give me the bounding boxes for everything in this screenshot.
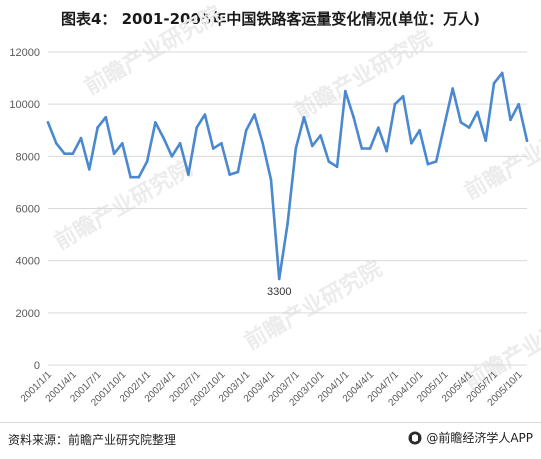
annotation-layer: 3300 [267,286,291,298]
data-point-55 [500,71,504,75]
data-point-23 [236,170,240,174]
data-point-1 [54,141,58,145]
grid-lines [48,51,527,366]
data-point-32 [310,144,314,148]
y-tick-label-2: 4000 [16,256,40,268]
y-tick-label-3: 6000 [16,204,40,216]
y-axis: 0 2000 4000 6000 8000 10000 12000 [9,47,40,372]
brand-text: @前瞻经济学人APP [426,431,533,445]
data-point-14 [162,136,165,140]
data-point-42 [393,102,397,106]
data-point-30 [294,147,298,150]
data-point-21 [220,141,223,145]
data-point-40 [377,126,380,129]
watermark-3: 前瞻产业研究院 [240,256,386,356]
data-point-29 [286,222,289,226]
data-point-36 [344,89,347,93]
data-point-54 [492,82,496,85]
data-point-52 [476,110,479,114]
data-point-44 [410,141,413,145]
data-point-7 [104,115,108,119]
data-point-58 [525,139,529,142]
data-point-35 [335,165,339,169]
footer-divider [0,422,541,423]
data-point-20 [211,147,215,150]
data-point-37 [352,115,355,119]
data-point-46 [426,162,430,166]
data-point-26 [261,141,265,145]
data-point-27 [269,178,273,182]
watermark-2: 前瞻产业研究院 [50,156,196,256]
data-point-12 [145,160,149,163]
data-point-45 [418,128,421,132]
data-point-5 [87,168,91,171]
data-point-19 [203,113,207,116]
data-point-10 [129,175,132,179]
data-point-24 [244,128,248,132]
data-point-4 [79,136,83,140]
data-point-34 [327,160,331,163]
data-point-16 [178,141,182,145]
data-point-48 [443,123,446,127]
data-point-50 [459,121,463,124]
data-point-6 [96,126,99,129]
data-point-15 [170,155,174,158]
data-point-0 [46,121,50,124]
data-point-31 [302,115,306,119]
data-point-43 [401,95,405,98]
data-point-25 [253,113,256,116]
watermark-0: 前瞻产业研究院 [80,1,226,101]
brand-logo-icon [408,431,422,444]
series-layer [46,71,529,281]
data-point-13 [154,121,157,124]
x-axis: 2001/1/12001/4/12001/7/12001/10/12002/1/… [19,369,525,409]
y-tick-label-5: 10000 [9,99,40,111]
data-point-39 [368,147,372,150]
brand-credit: @前瞻经济学人APP [408,429,533,446]
data-point-18 [195,126,198,129]
data-point-47 [434,160,438,163]
data-point-51 [467,126,471,129]
data-point-8 [112,152,116,156]
data-point-41 [385,149,388,153]
data-label-0: 3300 [267,286,291,298]
data-point-49 [451,87,454,90]
data-point-38 [360,147,364,150]
y-tick-label-0: 0 [34,360,40,372]
chart-title: 图表4： 2001-2005年中国铁路客运量变化情况(单位：万人) [60,10,481,28]
watermark-1: 前瞻产业研究院 [290,26,436,126]
data-point-28 [277,277,281,281]
y-tick-label-6: 12000 [9,47,40,59]
data-point-33 [319,134,322,137]
data-point-53 [484,139,488,142]
data-point-22 [228,173,231,176]
data-point-11 [137,175,141,179]
watermark-layer: 前瞻产业研究院 前瞻产业研究院前瞻产业研究院前瞻产业研究院前瞻产业研究院前瞻产业研… [50,1,541,396]
data-point-56 [509,118,512,122]
data-point-57 [517,102,521,106]
data-point-3 [71,152,75,156]
y-tick-label-4: 8000 [16,151,40,163]
source-note: 资料来源：前瞻产业研究院整理 [8,433,177,447]
data-point-2 [63,152,66,156]
y-tick-label-1: 2000 [16,308,40,320]
data-point-17 [187,173,190,176]
data-point-9 [121,141,124,145]
